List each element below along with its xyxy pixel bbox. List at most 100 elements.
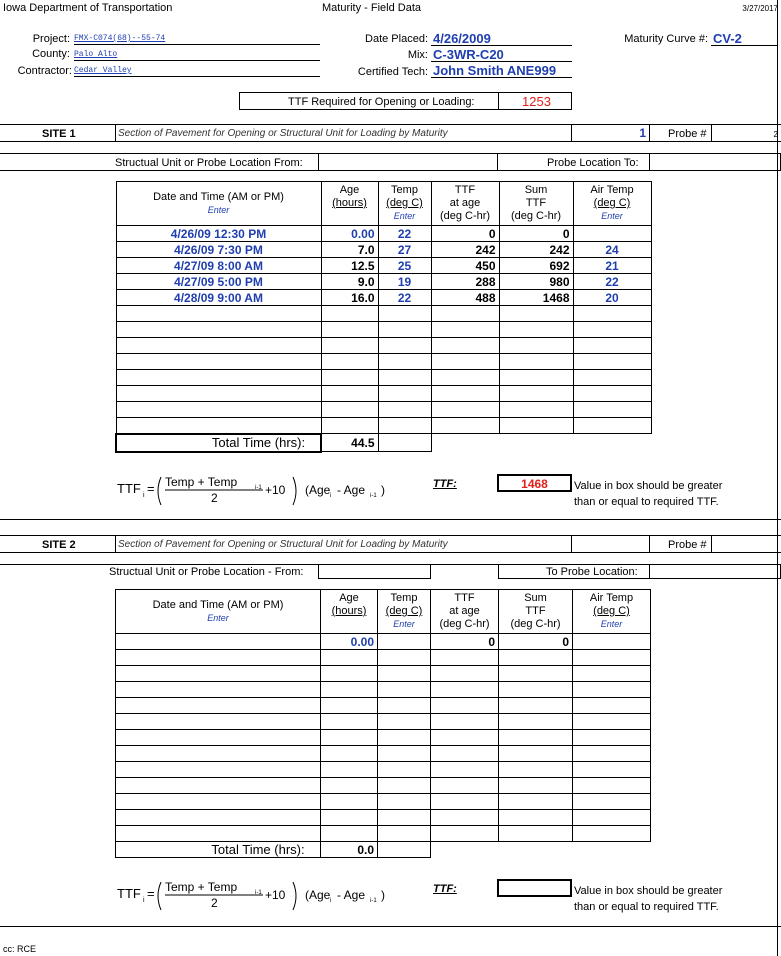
- temp-cell[interactable]: [377, 777, 431, 794]
- age-cell[interactable]: [320, 681, 378, 698]
- site1-number-field[interactable]: 1: [571, 124, 650, 142]
- age-cell[interactable]: 12.5: [320, 257, 379, 274]
- datetime-cell[interactable]: [115, 305, 322, 322]
- datetime-cell[interactable]: 4/26/09 12:30 PM: [115, 225, 322, 242]
- datetime-cell[interactable]: [115, 825, 321, 842]
- age-cell[interactable]: [320, 337, 379, 354]
- temp-cell[interactable]: 27: [377, 241, 432, 258]
- temp-cell[interactable]: [377, 729, 431, 746]
- datetime-cell[interactable]: [115, 697, 321, 714]
- datetime-cell[interactable]: [115, 337, 322, 354]
- contractor-field[interactable]: Cedar Valley: [74, 62, 320, 77]
- temp-cell[interactable]: [377, 633, 431, 650]
- temp-cell[interactable]: 25: [377, 257, 432, 274]
- temp-cell[interactable]: [377, 745, 431, 762]
- datetime-cell[interactable]: 4/27/09 5:00 PM: [115, 273, 322, 290]
- datetime-cell[interactable]: [115, 681, 321, 698]
- temp-cell[interactable]: [377, 353, 432, 370]
- age-cell[interactable]: [320, 369, 379, 386]
- site2-number-field[interactable]: [571, 535, 650, 553]
- temp-cell[interactable]: [377, 825, 431, 842]
- age-cell[interactable]: 0.00: [320, 633, 378, 650]
- air-temp-cell[interactable]: [572, 681, 651, 698]
- age-cell[interactable]: 16.0: [320, 289, 379, 306]
- datetime-cell[interactable]: [115, 369, 322, 386]
- datetime-cell[interactable]: 4/27/09 8:00 AM: [115, 257, 322, 274]
- air-temp-cell[interactable]: 24: [572, 241, 652, 258]
- temp-cell[interactable]: [377, 665, 431, 682]
- air-temp-cell[interactable]: [572, 777, 651, 794]
- air-temp-cell[interactable]: [572, 417, 652, 434]
- age-cell[interactable]: [320, 713, 378, 730]
- temp-cell[interactable]: [377, 793, 431, 810]
- datetime-cell[interactable]: [115, 385, 322, 402]
- datetime-cell[interactable]: [115, 353, 322, 370]
- datetime-cell[interactable]: [115, 633, 321, 650]
- datetime-cell[interactable]: [115, 401, 322, 418]
- air-temp-cell[interactable]: [572, 793, 651, 810]
- temp-cell[interactable]: [377, 681, 431, 698]
- date-placed-field[interactable]: 4/26/2009: [431, 31, 572, 46]
- air-temp-cell[interactable]: [572, 369, 652, 386]
- datetime-cell[interactable]: [115, 729, 321, 746]
- air-temp-cell[interactable]: 21: [572, 257, 652, 274]
- site1-from-field[interactable]: [318, 153, 498, 171]
- datetime-cell[interactable]: [115, 745, 321, 762]
- air-temp-cell[interactable]: [572, 825, 651, 842]
- datetime-cell[interactable]: [115, 649, 321, 666]
- air-temp-cell[interactable]: [572, 305, 652, 322]
- age-cell[interactable]: [320, 305, 379, 322]
- datetime-cell[interactable]: 4/28/09 9:00 AM: [115, 289, 322, 306]
- age-cell[interactable]: [320, 793, 378, 810]
- temp-cell[interactable]: [377, 761, 431, 778]
- temp-cell[interactable]: 19: [377, 273, 432, 290]
- age-cell[interactable]: [320, 417, 379, 434]
- temp-cell[interactable]: 22: [377, 289, 432, 306]
- air-temp-cell[interactable]: [572, 225, 652, 242]
- air-temp-cell[interactable]: [572, 633, 651, 650]
- site2-from-field[interactable]: [318, 564, 431, 579]
- datetime-cell[interactable]: [115, 793, 321, 810]
- air-temp-cell[interactable]: [572, 665, 651, 682]
- age-cell[interactable]: 7.0: [320, 241, 379, 258]
- age-cell[interactable]: [320, 665, 378, 682]
- age-cell[interactable]: [320, 649, 378, 666]
- datetime-cell[interactable]: 4/26/09 7:30 PM: [115, 241, 322, 258]
- temp-cell[interactable]: [377, 385, 432, 402]
- datetime-cell[interactable]: [115, 777, 321, 794]
- curve-field[interactable]: CV-2: [711, 31, 777, 46]
- county-field[interactable]: Palo Alto: [74, 46, 320, 61]
- temp-cell[interactable]: [377, 401, 432, 418]
- age-cell[interactable]: 9.0: [320, 273, 379, 290]
- air-temp-cell[interactable]: [572, 745, 651, 762]
- temp-cell[interactable]: [377, 305, 432, 322]
- air-temp-cell[interactable]: [572, 713, 651, 730]
- datetime-cell[interactable]: [115, 809, 321, 826]
- air-temp-cell[interactable]: [572, 761, 651, 778]
- age-cell[interactable]: [320, 777, 378, 794]
- age-cell[interactable]: [320, 321, 379, 338]
- project-field[interactable]: FMX-C074(68)--55-74: [74, 30, 320, 45]
- temp-cell[interactable]: [377, 809, 431, 826]
- datetime-cell[interactable]: [115, 713, 321, 730]
- air-temp-cell[interactable]: [572, 353, 652, 370]
- air-temp-cell[interactable]: 22: [572, 273, 652, 290]
- datetime-cell[interactable]: [115, 761, 321, 778]
- air-temp-cell[interactable]: [572, 697, 651, 714]
- air-temp-cell[interactable]: 20: [572, 289, 652, 306]
- temp-cell[interactable]: [377, 337, 432, 354]
- datetime-cell[interactable]: [115, 417, 322, 434]
- site2-to-field[interactable]: [649, 564, 781, 579]
- temp-cell[interactable]: [377, 713, 431, 730]
- datetime-cell[interactable]: [115, 665, 321, 682]
- age-cell[interactable]: [320, 761, 378, 778]
- temp-cell[interactable]: [377, 649, 431, 666]
- age-cell[interactable]: [320, 825, 378, 842]
- temp-cell[interactable]: [377, 369, 432, 386]
- air-temp-cell[interactable]: [572, 401, 652, 418]
- age-cell[interactable]: [320, 729, 378, 746]
- age-cell[interactable]: [320, 697, 378, 714]
- age-cell[interactable]: [320, 809, 378, 826]
- temp-cell[interactable]: [377, 417, 432, 434]
- site1-to-field[interactable]: [649, 153, 781, 171]
